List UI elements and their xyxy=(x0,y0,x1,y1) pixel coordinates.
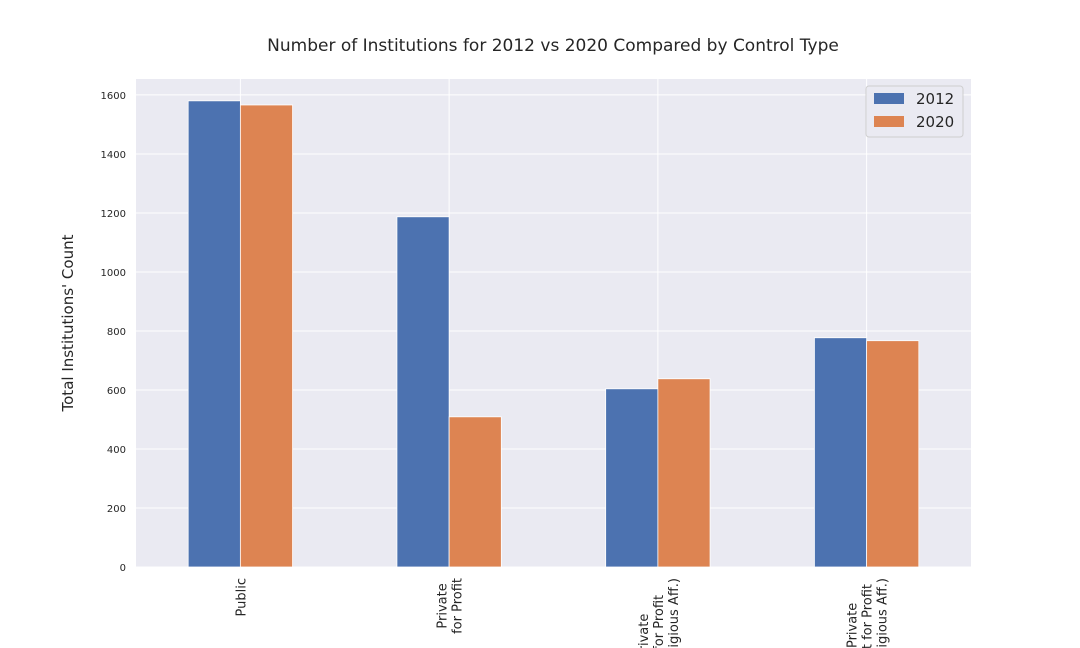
y-tick-label: 600 xyxy=(107,386,126,397)
y-tick-label: 200 xyxy=(107,504,126,515)
y-tick-label: 800 xyxy=(107,327,126,338)
x-tick-label: PrivateNot for Profit(Religious Aff.) xyxy=(846,578,891,648)
legend-swatch xyxy=(874,93,904,104)
bar xyxy=(866,340,920,568)
bar xyxy=(657,378,711,568)
legend-label: 2012 xyxy=(916,90,954,108)
bar xyxy=(605,388,659,568)
bar xyxy=(239,104,293,568)
y-tick-label: 1200 xyxy=(101,209,126,220)
y-tick-label: 1600 xyxy=(101,91,126,102)
bar xyxy=(448,416,502,568)
legend-swatch xyxy=(874,116,904,127)
y-tick-label: 1400 xyxy=(101,150,126,161)
y-tick-label: 1000 xyxy=(101,268,126,279)
legend-label: 2020 xyxy=(916,113,954,131)
x-tick-label: Privatefor Profit xyxy=(436,578,466,634)
chart-title: Number of Institutions for 2012 vs 2020 … xyxy=(267,36,839,56)
y-tick-label: 400 xyxy=(107,445,126,456)
bar xyxy=(396,216,450,568)
bar xyxy=(187,100,241,568)
y-tick-label: 0 xyxy=(120,563,126,574)
x-tick-label: Public xyxy=(234,578,249,616)
bar xyxy=(814,337,868,568)
y-axis-label: Total Institutions' Count xyxy=(59,234,77,412)
x-tick-label: PrivateNot for Profit(No Religious Aff.) xyxy=(637,578,682,648)
